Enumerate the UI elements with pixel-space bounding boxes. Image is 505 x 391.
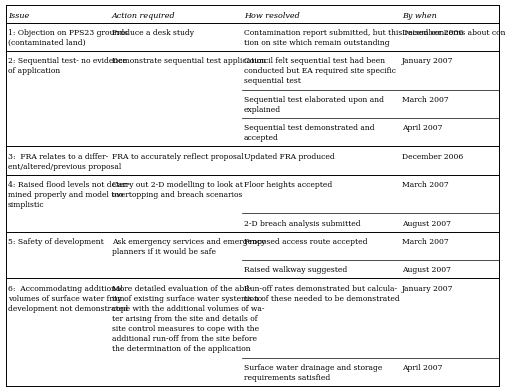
- Text: Floor heights accepted: Floor heights accepted: [244, 181, 332, 189]
- Text: sequential test: sequential test: [244, 77, 301, 85]
- Text: March 2007: March 2007: [402, 238, 449, 246]
- Text: 6:  Accommodating additional: 6: Accommodating additional: [8, 285, 123, 293]
- Text: Demonstrate sequential test application: Demonstrate sequential test application: [112, 57, 266, 65]
- Text: tion of these needed to be demonstrated: tion of these needed to be demonstrated: [244, 295, 400, 303]
- Text: Run-off rates demonstrated but calcula-: Run-off rates demonstrated but calcula-: [244, 285, 397, 293]
- Text: 3:  FRA relates to a differ-: 3: FRA relates to a differ-: [8, 152, 108, 161]
- Text: site control measures to cope with the: site control measures to cope with the: [112, 325, 259, 333]
- Text: development not demonstrated: development not demonstrated: [8, 305, 128, 313]
- Text: April 2007: April 2007: [402, 124, 442, 132]
- Text: Produce a desk study: Produce a desk study: [112, 29, 194, 37]
- Text: ent/altered/previous proposal: ent/altered/previous proposal: [8, 163, 121, 171]
- Text: 4: Raised flood levels not deter-: 4: Raised flood levels not deter-: [8, 181, 130, 189]
- Text: requirements satisfied: requirements satisfied: [244, 374, 330, 382]
- Text: Surface water drainage and storage: Surface water drainage and storage: [244, 364, 382, 372]
- Text: August 2007: August 2007: [402, 220, 451, 228]
- Text: Council felt sequential test had been: Council felt sequential test had been: [244, 57, 385, 65]
- Text: mined properly and model too: mined properly and model too: [8, 191, 123, 199]
- Text: volumes of surface water from: volumes of surface water from: [8, 295, 125, 303]
- Text: More detailed evaluation of the abil-: More detailed evaluation of the abil-: [112, 285, 251, 293]
- Text: December 2006: December 2006: [402, 29, 463, 37]
- Text: How resolved: How resolved: [244, 12, 300, 20]
- Text: Sequential test elaborated upon and: Sequential test elaborated upon and: [244, 96, 384, 104]
- Text: tion on site which remain outstanding: tion on site which remain outstanding: [244, 39, 390, 47]
- Text: 1: Objection on PPS23 grounds: 1: Objection on PPS23 grounds: [8, 29, 128, 37]
- Text: Sequential test demonstrated and: Sequential test demonstrated and: [244, 124, 375, 132]
- Text: December 2006: December 2006: [402, 152, 463, 161]
- Text: (contaminated land): (contaminated land): [8, 39, 86, 47]
- Text: By when: By when: [402, 12, 437, 20]
- Text: of application: of application: [8, 67, 60, 75]
- Text: explained: explained: [244, 106, 281, 114]
- Text: planners if it would be safe: planners if it would be safe: [112, 248, 216, 256]
- Text: April 2007: April 2007: [402, 364, 442, 372]
- Text: ity of existing surface water systems to: ity of existing surface water systems to: [112, 295, 262, 303]
- Text: Raised walkway suggested: Raised walkway suggested: [244, 266, 347, 274]
- Text: Issue: Issue: [8, 12, 29, 20]
- Text: 2-D breach analysis submitted: 2-D breach analysis submitted: [244, 220, 361, 228]
- Text: accepted: accepted: [244, 134, 279, 142]
- Text: FRA to accurately reflect proposal: FRA to accurately reflect proposal: [112, 152, 244, 161]
- Text: additional run-off from the site before: additional run-off from the site before: [112, 335, 257, 343]
- Text: March 2007: March 2007: [402, 96, 449, 104]
- Text: Ask emergency services and emergency: Ask emergency services and emergency: [112, 238, 266, 246]
- Text: August 2007: August 2007: [402, 266, 451, 274]
- Text: January 2007: January 2007: [402, 285, 453, 293]
- Text: cope with the additional volumes of wa-: cope with the additional volumes of wa-: [112, 305, 265, 313]
- Text: ter arising from the site and details of: ter arising from the site and details of: [112, 315, 258, 323]
- Text: the determination of the application: the determination of the application: [112, 346, 250, 353]
- Text: Updated FRA produced: Updated FRA produced: [244, 152, 335, 161]
- Text: 2: Sequential test- no evidence: 2: Sequential test- no evidence: [8, 57, 127, 65]
- Text: conducted but EA required site specific: conducted but EA required site specific: [244, 67, 396, 75]
- Text: January 2007: January 2007: [402, 57, 453, 65]
- Text: Proposed access route accepted: Proposed access route accepted: [244, 238, 368, 246]
- Text: March 2007: March 2007: [402, 181, 449, 189]
- Text: Action required: Action required: [112, 12, 176, 20]
- Text: Carry out 2-D modelling to look at: Carry out 2-D modelling to look at: [112, 181, 243, 189]
- Text: overtopping and breach scenarios: overtopping and breach scenarios: [112, 191, 242, 199]
- Text: Contamination report submitted, but this raised concerns about contamina-: Contamination report submitted, but this…: [244, 29, 505, 37]
- Text: 5: Safety of development: 5: Safety of development: [8, 238, 104, 246]
- Text: simplistic: simplistic: [8, 201, 44, 209]
